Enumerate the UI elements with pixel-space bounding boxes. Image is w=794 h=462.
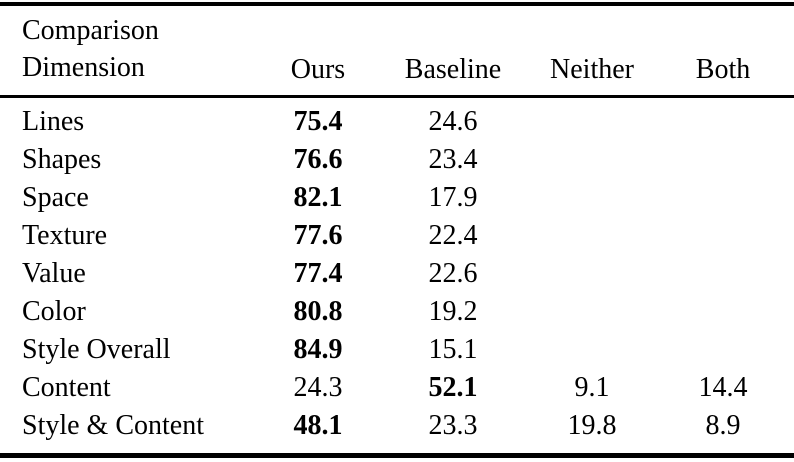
table-header: Comparison Dimension Ours Baseline Neith… bbox=[0, 4, 794, 98]
cell-both bbox=[652, 217, 794, 255]
cell-neither bbox=[532, 97, 652, 142]
cell-dimension: Lines bbox=[22, 106, 85, 137]
header-label-line2: Dimension bbox=[22, 52, 145, 83]
header-neither: Neither bbox=[532, 4, 652, 98]
cell-ours: 77.6 bbox=[293, 220, 343, 251]
table-row: Space 82.1 17.9 bbox=[0, 179, 794, 217]
cell-dimension: Value bbox=[22, 258, 86, 289]
cell-dimension: Content bbox=[22, 372, 111, 403]
cell-baseline: 52.1 bbox=[428, 372, 478, 403]
cell-baseline: 22.6 bbox=[428, 258, 478, 289]
cell-both bbox=[652, 97, 794, 142]
table-row: Content 24.3 52.1 9.1 14.4 bbox=[0, 369, 794, 407]
cell-ours: 82.1 bbox=[293, 182, 343, 213]
cell-both: 8.9 bbox=[705, 410, 741, 441]
cell-dimension: Style & Content bbox=[22, 410, 204, 441]
table-body: Lines 75.4 24.6 Shapes 76.6 23.4 Space 8… bbox=[0, 97, 794, 456]
cell-baseline: 19.2 bbox=[428, 296, 478, 327]
header-ours: Ours bbox=[262, 4, 374, 98]
cell-neither bbox=[532, 255, 652, 293]
cell-baseline: 23.4 bbox=[428, 144, 478, 175]
cell-neither bbox=[532, 179, 652, 217]
table-row: Texture 77.6 22.4 bbox=[0, 217, 794, 255]
cell-neither: 9.1 bbox=[574, 372, 610, 403]
cell-ours: 76.6 bbox=[293, 144, 343, 175]
cell-neither bbox=[532, 293, 652, 331]
cell-baseline: 22.4 bbox=[428, 220, 478, 251]
cell-baseline: 15.1 bbox=[428, 334, 478, 365]
table-row: Color 80.8 19.2 bbox=[0, 293, 794, 331]
cell-neither: 19.8 bbox=[567, 410, 617, 441]
header-label-line1: Comparison bbox=[22, 15, 159, 46]
table-row: Value 77.4 22.6 bbox=[0, 255, 794, 293]
table-row: Lines 75.4 24.6 bbox=[0, 97, 794, 142]
cell-dimension: Space bbox=[22, 182, 89, 213]
cell-both bbox=[652, 255, 794, 293]
cell-neither bbox=[532, 141, 652, 179]
cell-baseline: 17.9 bbox=[428, 182, 478, 213]
header-comparison-dimension: Comparison Dimension bbox=[0, 4, 262, 98]
cell-ours: 24.3 bbox=[293, 372, 343, 403]
cell-dimension: Color bbox=[22, 296, 86, 327]
cell-ours: 80.8 bbox=[293, 296, 343, 327]
header-row: Comparison Dimension Ours Baseline Neith… bbox=[0, 4, 794, 98]
table-row: Style & Content 48.1 23.3 19.8 8.9 bbox=[0, 407, 794, 456]
header-both: Both bbox=[652, 4, 794, 98]
header-baseline: Baseline bbox=[374, 4, 532, 98]
cell-ours: 75.4 bbox=[293, 106, 343, 137]
cell-dimension: Style Overall bbox=[22, 334, 171, 365]
table-row: Shapes 76.6 23.4 bbox=[0, 141, 794, 179]
cell-dimension: Texture bbox=[22, 220, 108, 251]
cell-both bbox=[652, 179, 794, 217]
cell-baseline: 24.6 bbox=[428, 106, 478, 137]
cell-both bbox=[652, 293, 794, 331]
cell-neither bbox=[532, 217, 652, 255]
table-row: Style Overall 84.9 15.1 bbox=[0, 331, 794, 369]
cell-both bbox=[652, 141, 794, 179]
cell-dimension: Shapes bbox=[22, 144, 102, 175]
cell-ours: 48.1 bbox=[293, 410, 343, 441]
cell-both: 14.4 bbox=[698, 372, 748, 403]
cell-both bbox=[652, 331, 794, 369]
cell-neither bbox=[532, 331, 652, 369]
cell-baseline: 23.3 bbox=[428, 410, 478, 441]
cell-ours: 84.9 bbox=[293, 334, 343, 365]
cell-ours: 77.4 bbox=[293, 258, 343, 289]
